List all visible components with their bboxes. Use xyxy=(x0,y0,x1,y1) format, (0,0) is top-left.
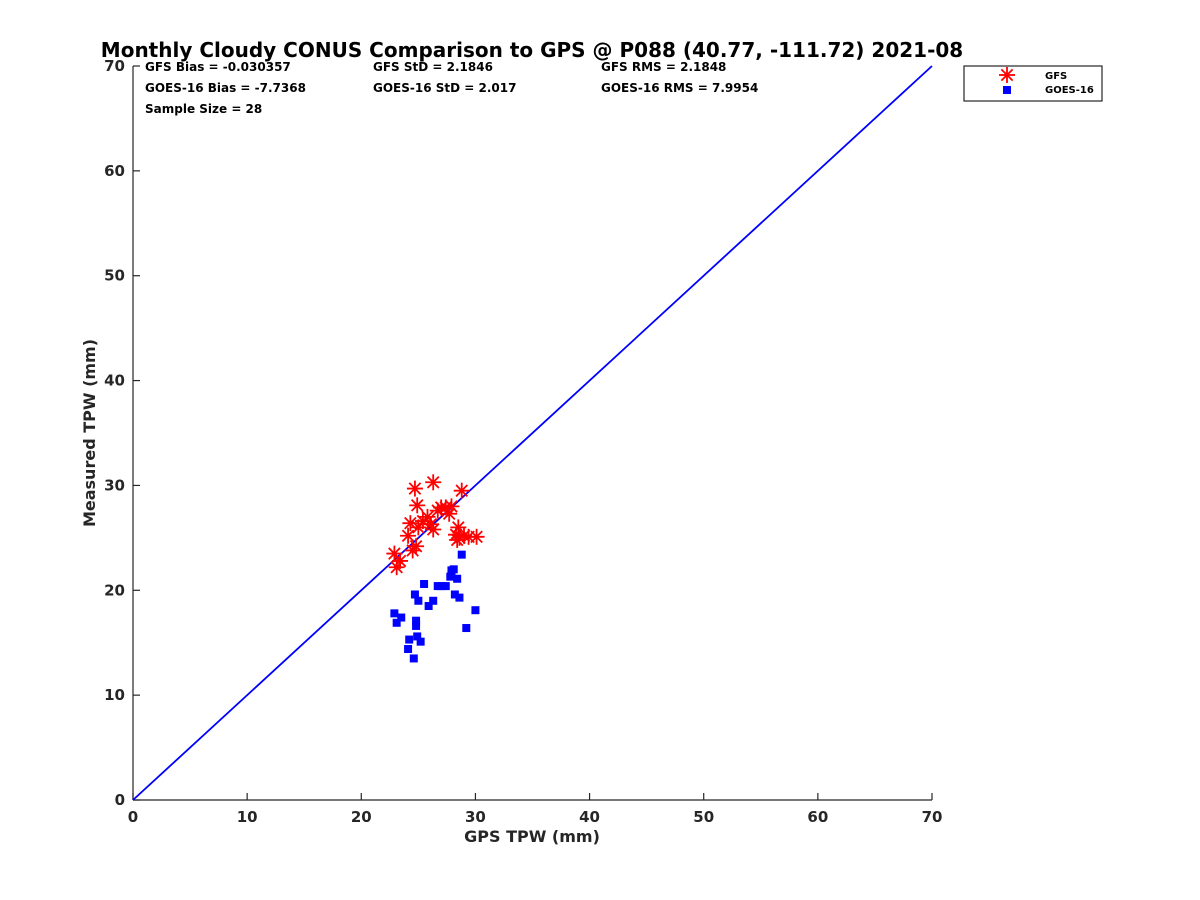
goes-16-point xyxy=(437,582,446,591)
x-tick-label: 60 xyxy=(807,808,828,826)
goes-16-point xyxy=(429,596,438,605)
legend-goes-label: GOES-16 xyxy=(1045,85,1094,96)
gfs-point xyxy=(406,480,423,497)
goes-16-point xyxy=(405,635,414,644)
y-axis-label: Measured TPW (mm) xyxy=(80,339,99,527)
goes-16-point xyxy=(453,574,462,583)
y-tick-label: 0 xyxy=(115,791,125,809)
gfs-point xyxy=(425,521,442,538)
goes-16-point xyxy=(413,632,422,641)
legend-goes-square xyxy=(1003,86,1011,94)
x-tick-label: 10 xyxy=(237,808,258,826)
goes-16-point xyxy=(424,602,433,611)
gfs-point xyxy=(450,519,467,536)
y-tick-label: 70 xyxy=(104,57,125,75)
legend-gfs-marker-icon xyxy=(999,67,1015,83)
stat-goes-bias: GOES-16 Bias = -7.7368 xyxy=(145,81,306,95)
gfs-point xyxy=(443,498,460,515)
one-to-one-line xyxy=(132,65,933,801)
goes-16-point xyxy=(397,613,406,622)
gfs-point xyxy=(409,497,426,514)
x-tick-label: 70 xyxy=(922,808,943,826)
x-tick-label: 0 xyxy=(128,808,138,826)
series-gfs xyxy=(386,474,485,576)
stat-goes-std: GOES-16 StD = 2.017 xyxy=(373,81,516,95)
y-axis-ticks: 0 10 20 30 40 50 60 70 xyxy=(104,57,140,809)
y-tick-label: 30 xyxy=(104,476,125,494)
gfs-point xyxy=(392,552,409,569)
legend-gfs-asterisk xyxy=(999,67,1015,83)
legend-gfs-label: GFS xyxy=(1045,71,1067,82)
gfs-point xyxy=(408,538,425,555)
goes-16-point xyxy=(410,590,419,599)
legend-box xyxy=(963,65,1103,102)
gfs-point xyxy=(400,527,417,544)
x-tick-label: 30 xyxy=(465,808,486,826)
legend-goes-marker-icon xyxy=(1003,86,1011,94)
goes-16-point xyxy=(471,606,480,615)
y-tick-label: 40 xyxy=(104,372,125,390)
statistics-block: GFS Bias = -0.030357 GFS StD = 2.1846 GF… xyxy=(145,60,758,116)
stat-gfs-rms: GFS RMS = 2.1848 xyxy=(601,60,726,74)
goes-16-point xyxy=(441,582,450,591)
goes-16-point xyxy=(390,609,399,618)
x-axis-label: GPS TPW (mm) xyxy=(464,827,600,846)
series-goes-16 xyxy=(390,550,480,663)
x-axis-ticks: 0 10 20 30 40 50 60 70 xyxy=(128,793,943,826)
goes-16-point xyxy=(450,590,459,599)
y-tick-label: 60 xyxy=(104,162,125,180)
goes-16-point xyxy=(412,616,421,625)
stat-goes-rms: GOES-16 RMS = 7.9954 xyxy=(601,81,758,95)
goes-16-point xyxy=(449,565,458,574)
stat-sample-size: Sample Size = 28 xyxy=(145,102,262,116)
reference-line xyxy=(132,65,933,801)
goes-16-point xyxy=(409,654,418,663)
gfs-point xyxy=(468,528,485,545)
goes-16-point xyxy=(457,550,466,559)
x-tick-label: 50 xyxy=(693,808,714,826)
goes-16-point xyxy=(414,596,423,605)
legend: GFS GOES-16 xyxy=(963,65,1103,102)
gfs-point xyxy=(425,474,442,491)
stat-gfs-bias: GFS Bias = -0.030357 xyxy=(145,60,291,74)
goes-16-point xyxy=(462,624,471,633)
goes-16-point xyxy=(420,579,429,588)
goes-16-point xyxy=(392,618,401,627)
stat-gfs-std: GFS StD = 2.1846 xyxy=(373,60,493,74)
goes-16-point xyxy=(412,621,421,630)
x-tick-label: 40 xyxy=(579,808,600,826)
goes-16-point xyxy=(455,593,464,602)
goes-16-point xyxy=(416,637,425,646)
goes-16-point xyxy=(447,570,456,579)
y-tick-label: 20 xyxy=(104,581,125,599)
y-tick-label: 10 xyxy=(104,686,125,704)
gfs-point xyxy=(453,482,470,499)
plot-area: 0 10 20 30 40 50 60 70 0 10 20 30 40 50 60 70 xyxy=(104,57,942,826)
x-tick-label: 20 xyxy=(351,808,372,826)
goes-16-point xyxy=(404,645,413,654)
y-tick-label: 50 xyxy=(104,267,125,285)
chart-title: Monthly Cloudy CONUS Comparison to GPS @… xyxy=(101,38,963,62)
